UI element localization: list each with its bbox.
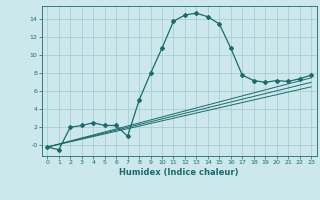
X-axis label: Humidex (Indice chaleur): Humidex (Indice chaleur) bbox=[119, 168, 239, 177]
